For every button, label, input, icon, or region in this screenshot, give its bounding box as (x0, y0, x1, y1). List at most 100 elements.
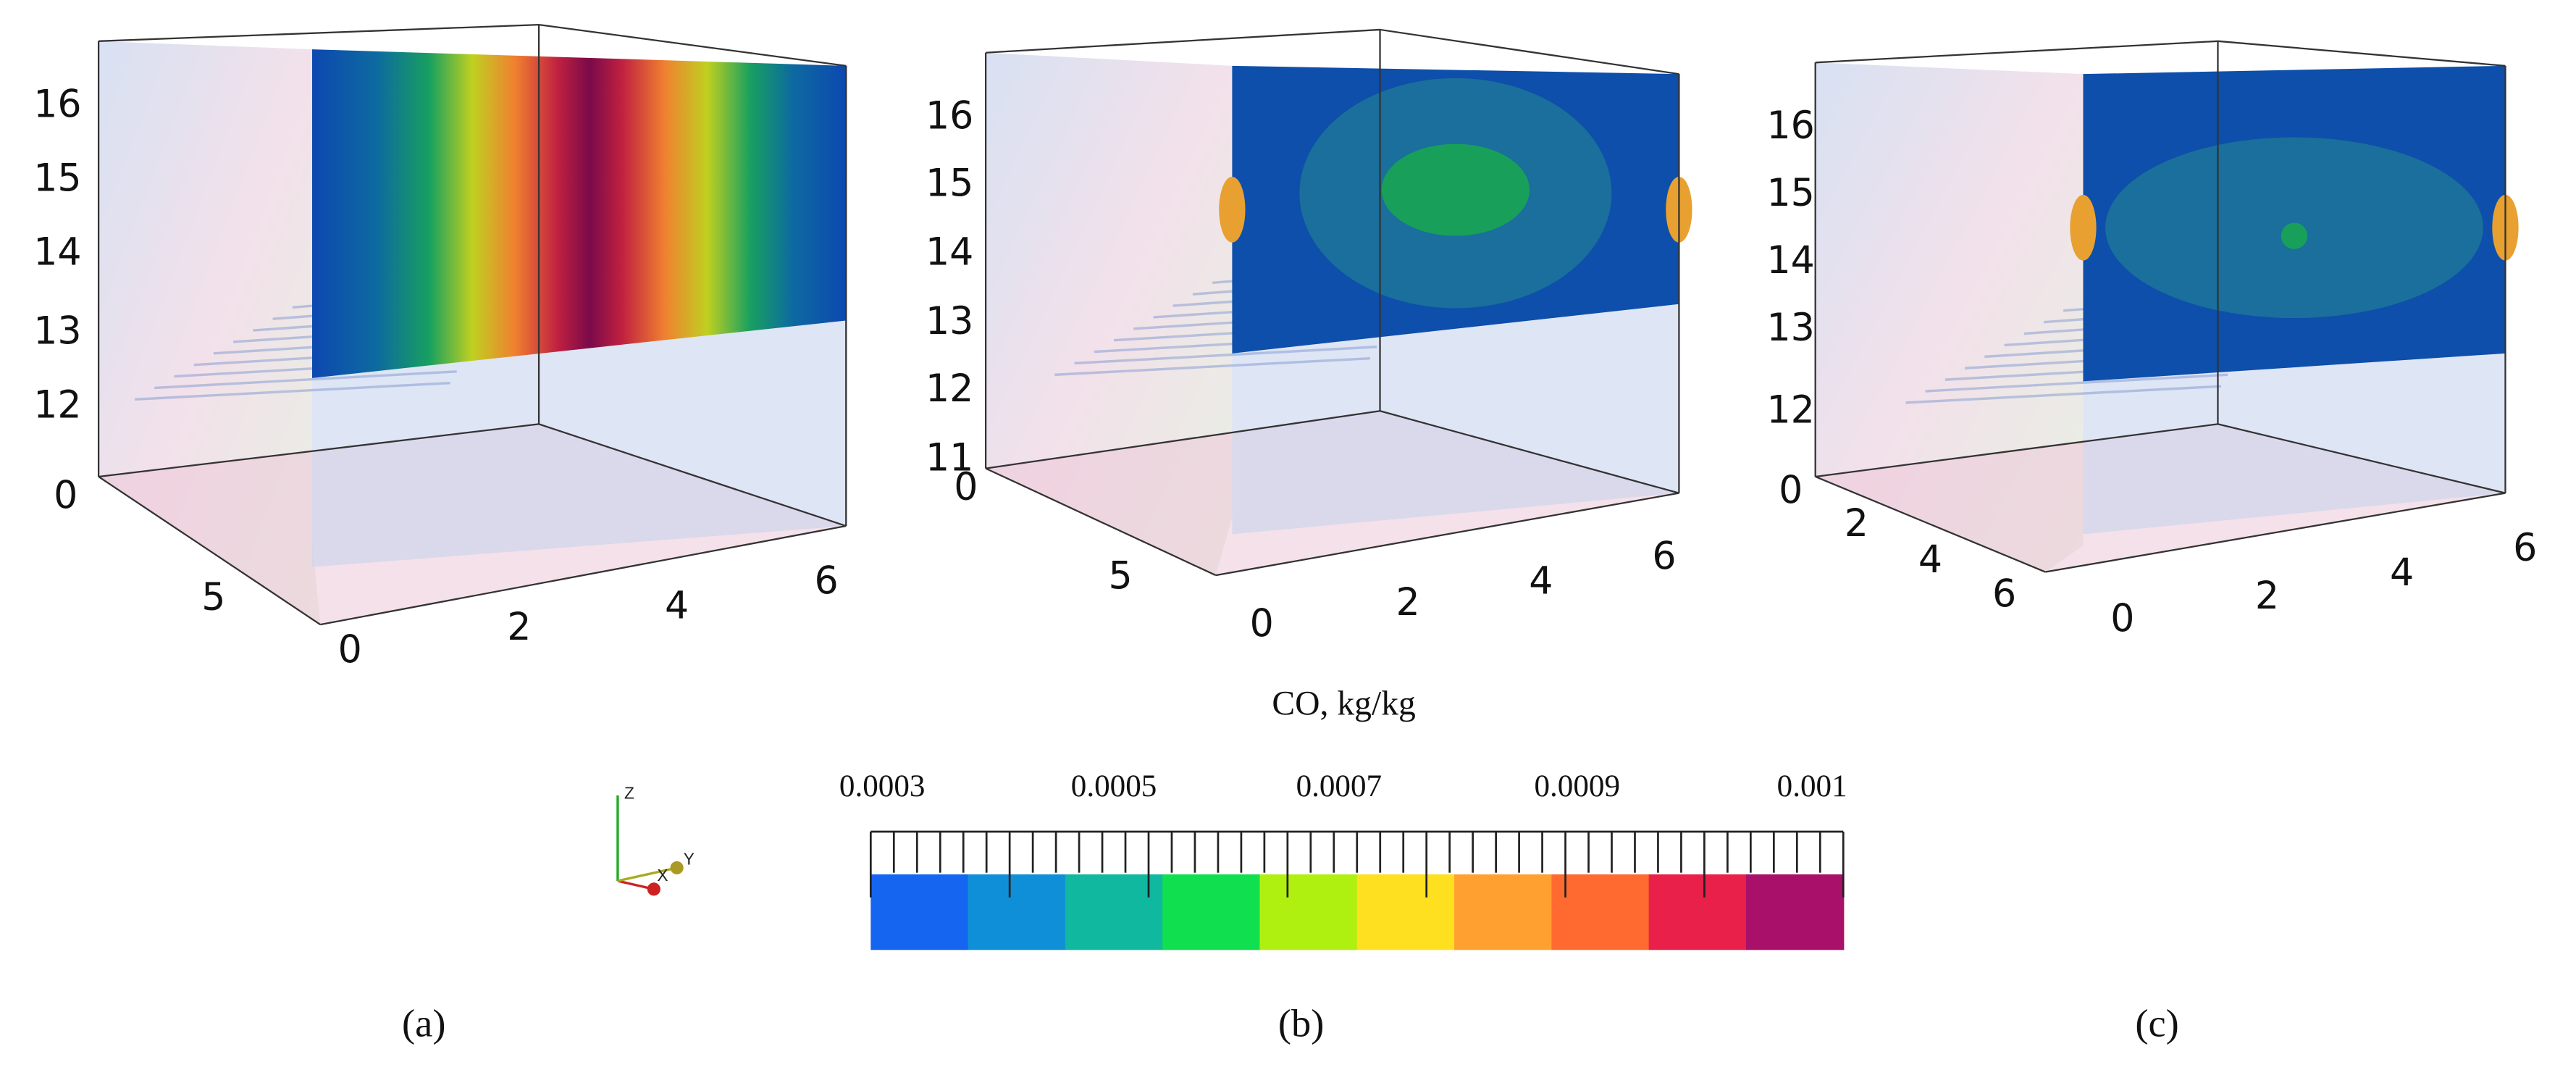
z-tick-label: 16 (33, 83, 81, 127)
x-tick-label: 6 (2513, 527, 2537, 570)
box-edge (1815, 475, 2046, 573)
triad-label: Z (624, 784, 634, 803)
slice-edge (1054, 356, 1371, 377)
y-tick-label: 0 (54, 474, 77, 517)
z-tick-label: 14 (33, 231, 81, 275)
contour-slice (312, 49, 847, 378)
box-edge (98, 423, 540, 478)
x-tick-label: 4 (2390, 551, 2414, 595)
z-tick-label: 16 (926, 94, 973, 138)
x-tick-label: 4 (665, 584, 689, 627)
box-edge (985, 410, 1380, 469)
colorbar-title: CO, kg/kg (1272, 685, 1415, 722)
slice-edge (1905, 385, 2222, 404)
axes-triad: Z X Y (616, 784, 695, 896)
x-tick-label: 4 (1529, 559, 1553, 603)
ghost-face (1815, 62, 2084, 572)
colorbar-tick-label: 0.0005 (1071, 769, 1157, 803)
box-edge (1215, 492, 1679, 577)
box-edge (320, 524, 847, 626)
colorbar-swatch (1356, 874, 1456, 950)
y-tick-label: 0 (1779, 469, 1803, 513)
z-tick-label: 13 (33, 310, 81, 354)
x-tick-label: 0 (1250, 602, 1274, 645)
colorbar-swatch (1162, 874, 1261, 950)
contour (1219, 176, 1246, 243)
box-edge (538, 24, 847, 67)
box-edge (1380, 28, 1679, 75)
triad-y (617, 866, 677, 882)
contour (2070, 194, 2097, 261)
z-tick-label: 13 (1766, 306, 1814, 350)
box-edge (2218, 40, 2506, 67)
slice-edge (1074, 346, 1377, 365)
ghost-face (2083, 353, 2506, 535)
z-tick-label: 11 (926, 436, 973, 480)
colorbar-swatch (1259, 874, 1358, 950)
box-edge (98, 23, 540, 42)
contour (1381, 143, 1530, 236)
panel: 12 13 14 15 16 0 5 0 2 4 6 (a) (33, 23, 847, 1045)
triad-x-dot (647, 882, 660, 896)
box-edge (2045, 492, 2506, 573)
colorbar-swatch (1648, 874, 1748, 950)
colorbar-swatch (1454, 874, 1553, 950)
colorbar-swatch (1065, 874, 1164, 950)
y-tick-label: 4 (1918, 538, 1942, 582)
z-tick-label: 13 (926, 300, 973, 343)
box-edge (1380, 410, 1679, 494)
z-tick-label: 12 (1766, 388, 1814, 432)
z-tick-label: 15 (926, 162, 973, 205)
y-tick-label: 2 (1845, 502, 1868, 546)
colorbar-tick-label: 0.0009 (1534, 769, 1620, 803)
y-tick-label: 6 (1992, 573, 2016, 616)
box-edge (986, 28, 1380, 54)
colorbar-tick-label: 0.0007 (1296, 769, 1383, 803)
panel-label: (b) (1278, 1000, 1324, 1045)
colorbar-swatch (1745, 874, 1845, 950)
slice-edge (154, 370, 457, 390)
panel-label: (c) (2135, 1000, 2178, 1045)
x-tick-label: 6 (814, 559, 838, 603)
y-tick-label: 5 (201, 576, 225, 619)
z-tick-label: 14 (926, 231, 973, 275)
z-tick-label: 12 (926, 367, 973, 411)
panel-label: (a) (402, 1000, 445, 1045)
slice-edge (1925, 373, 2228, 393)
z-tick-label: 14 (1766, 239, 1814, 283)
box-edge (538, 423, 847, 527)
z-tick-label: 16 (1766, 104, 1814, 148)
x-tick-label: 6 (1652, 535, 1676, 578)
triad-label: Y (684, 849, 695, 868)
ghost-face (1232, 304, 1679, 535)
box-edge (1815, 423, 2218, 478)
z-tick-label: 15 (33, 157, 81, 201)
triad-label: X (657, 866, 668, 885)
box-edge (985, 467, 1217, 577)
colorbar-swatch (968, 874, 1067, 950)
colorbar-swatch (1551, 874, 1650, 950)
y-tick-label: 5 (1109, 555, 1133, 598)
box-edge (98, 476, 321, 626)
x-tick-label: 0 (338, 629, 362, 672)
panel: 11 12 13 14 15 16 0 5 0 2 4 6 (b) (926, 28, 1692, 1045)
colorbar-tick-label: 0.0003 (839, 769, 926, 803)
x-tick-label: 2 (1396, 581, 1420, 624)
x-tick-label: 0 (2110, 598, 2134, 641)
colorbar-tick-label: 0.001 (1777, 769, 1847, 803)
z-tick-label: 12 (33, 384, 81, 427)
x-tick-label: 2 (507, 606, 531, 649)
box-edge (1815, 40, 2218, 64)
x-tick-label: 2 (2255, 574, 2279, 618)
y-tick-label: 0 (954, 466, 978, 509)
triad-y-dot (670, 861, 684, 874)
contour (2281, 222, 2308, 249)
box-edge (2218, 423, 2506, 494)
z-tick-label: 15 (1766, 172, 1814, 215)
colorbar-swatch (870, 874, 969, 950)
slice-edge (134, 381, 450, 401)
